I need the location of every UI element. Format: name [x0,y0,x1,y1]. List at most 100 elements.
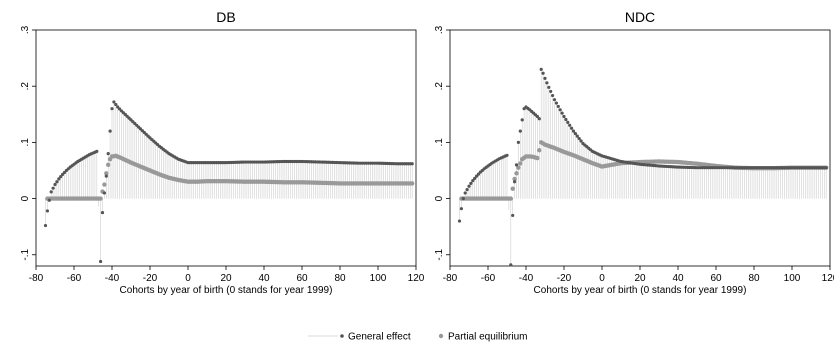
plot-frame [449,29,831,267]
x-tick-label: -20 [557,273,572,284]
legend-label: General effect [348,332,411,343]
data-point [43,223,48,228]
chart-title: DB [216,9,235,25]
x-axis-label: Cohorts by year of birth (0 stands for y… [120,285,333,296]
x-tick-label: -80 [29,273,44,284]
y-tick-label: .1 [434,138,445,147]
y-tick-label: .3 [20,25,31,34]
data-point [465,187,469,192]
data-point [571,129,576,133]
data-point [106,152,110,156]
data-point [104,171,109,176]
data-point [473,176,477,180]
data-point [510,186,515,191]
series-general-effect [457,67,828,267]
data-point [61,172,65,177]
data-point [824,166,828,170]
y-tick-label: .3 [434,25,445,34]
data-point [560,111,564,115]
data-point [537,117,541,121]
data-point [108,129,112,133]
data-point [511,213,515,218]
x-tick-label: 60 [710,273,722,284]
data-point [577,136,581,141]
y-tick-label: .2 [434,82,445,91]
data-point [410,181,415,186]
x-tick-label: -20 [143,273,158,284]
data-point [104,174,108,178]
data-point [545,81,549,85]
data-point [505,153,509,157]
data-point [579,139,583,143]
data-point [51,186,55,190]
plot-frame [35,29,417,267]
data-point [514,171,519,176]
x-tick-label: -40 [105,273,120,284]
data-point [62,170,67,175]
data-point [95,149,99,153]
x-tick-label: -80 [443,273,458,284]
data-point [461,196,465,201]
x-tick-label: -60 [481,273,496,284]
x-tick-label: 60 [296,273,308,284]
data-point [47,198,51,202]
data-point [568,123,572,127]
data-point [110,107,114,111]
data-point [518,129,522,133]
x-tick-label: -40 [519,273,534,284]
data-point [45,209,50,213]
data-point [57,177,61,181]
data-point [49,190,53,194]
data-point [55,180,59,184]
data-point [475,174,479,178]
data-point [471,178,475,183]
data-point [556,104,560,109]
data-point [535,114,540,119]
x-tick-label: 40 [258,273,270,284]
data-point [552,98,557,102]
x-axis-label: Cohorts by year of birth (0 stands for y… [534,285,747,296]
x-tick-label: -60 [67,273,82,284]
legend-item-general-effect: General effect [308,332,411,343]
data-point [98,196,103,201]
data-point [537,148,542,153]
x-tick-label: 20 [634,273,646,284]
data-point [551,93,555,98]
data-point [518,161,523,166]
series-general-effect [43,100,414,264]
data-point [558,108,562,112]
data-point [520,118,524,122]
data-point [566,120,570,124]
y-tick-label: -.1 [20,248,31,260]
data-point [457,219,462,223]
data-point [573,132,578,136]
y-tick-label: 0 [434,195,445,201]
data-point [514,163,519,167]
x-tick-label: 100 [784,273,801,284]
data-point [512,176,517,182]
x-tick-label: 20 [220,273,232,284]
x-tick-label: 0 [185,273,191,284]
data-point [575,134,579,138]
data-point [509,263,513,267]
data-point [463,191,467,195]
data-point [539,67,543,71]
data-point [112,100,116,104]
data-point [549,89,553,94]
data-point [106,162,111,168]
x-tick-label: 40 [672,273,684,284]
legend-item-partial-equilibrium: Partial equilibrium [438,332,527,343]
data-point [554,101,559,105]
x-tick-label: 120 [408,273,425,284]
legend-key-marker [438,333,444,339]
data-point [541,71,545,75]
data-point [570,126,574,130]
data-point [562,114,566,119]
data-point [476,172,481,176]
x-tick-label: 0 [599,273,605,284]
data-point [99,259,103,264]
y-tick-label: .2 [20,82,31,91]
chart-panel-ndc: NDC -.1 0 .1 .2 .3 -80 -60 -40 -20 0 20 40 60 80 100 120… [434,9,834,296]
